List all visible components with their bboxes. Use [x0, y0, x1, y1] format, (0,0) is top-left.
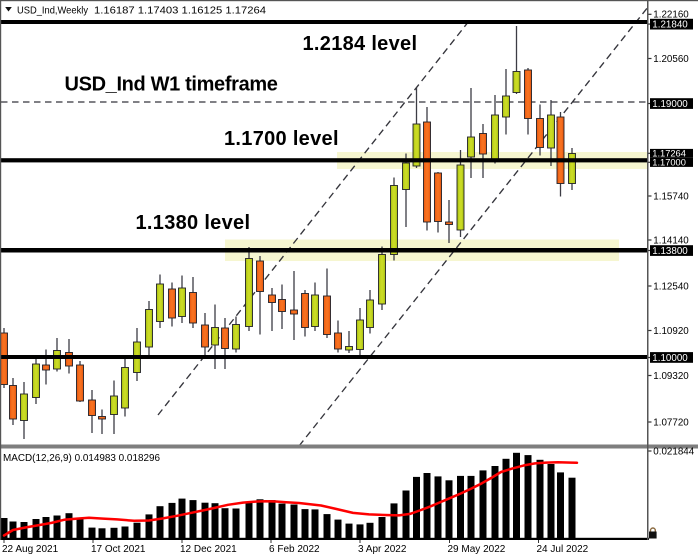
svg-text:1.07720: 1.07720 [653, 417, 689, 428]
svg-text:USD_Ind W1 timeframe: USD_Ind W1 timeframe [65, 74, 278, 96]
svg-text:USD_Ind,Weekly: USD_Ind,Weekly [17, 6, 89, 17]
svg-text:1.20560: 1.20560 [653, 54, 689, 65]
svg-text:6 Feb 2022: 6 Feb 2022 [269, 544, 320, 555]
svg-text:1.1700 level: 1.1700 level [224, 128, 339, 150]
svg-text:1.16187 1.17403 1.16125 1.1726: 1.16187 1.17403 1.16125 1.17264 [94, 6, 266, 17]
svg-text:1.17264: 1.17264 [652, 149, 686, 159]
svg-text:1.21840: 1.21840 [652, 19, 688, 30]
svg-text:1.2184 level: 1.2184 level [303, 33, 418, 55]
svg-text:1.12540: 1.12540 [653, 281, 689, 292]
svg-text:12 Dec 2021: 12 Dec 2021 [180, 544, 237, 555]
svg-text:17 Oct 2021: 17 Oct 2021 [91, 544, 146, 555]
svg-text:29 May 2022: 29 May 2022 [448, 544, 506, 555]
svg-text:22 Aug 2021: 22 Aug 2021 [2, 544, 59, 555]
svg-text:3 Apr 2022: 3 Apr 2022 [358, 544, 407, 555]
svg-text:24 Jul 2022: 24 Jul 2022 [537, 544, 589, 555]
svg-text:1.15740: 1.15740 [653, 191, 689, 202]
svg-text:1.10920: 1.10920 [653, 326, 689, 337]
svg-text:1.1380 level: 1.1380 level [136, 212, 251, 234]
svg-text:0.021844: 0.021844 [653, 446, 694, 457]
svg-text:1.10000: 1.10000 [652, 353, 688, 364]
svg-text:1.09320: 1.09320 [653, 371, 689, 382]
svg-text:1.17000: 1.17000 [652, 158, 686, 168]
svg-text:1.13800: 1.13800 [652, 246, 688, 257]
svg-text:1.19000: 1.19000 [652, 99, 688, 110]
svg-text:MACD(12,26,9) 0.014983 0.01829: MACD(12,26,9) 0.014983 0.018296 [3, 453, 160, 464]
svg-text:1.22160: 1.22160 [653, 10, 689, 21]
svg-text:1.14140: 1.14140 [653, 235, 689, 246]
